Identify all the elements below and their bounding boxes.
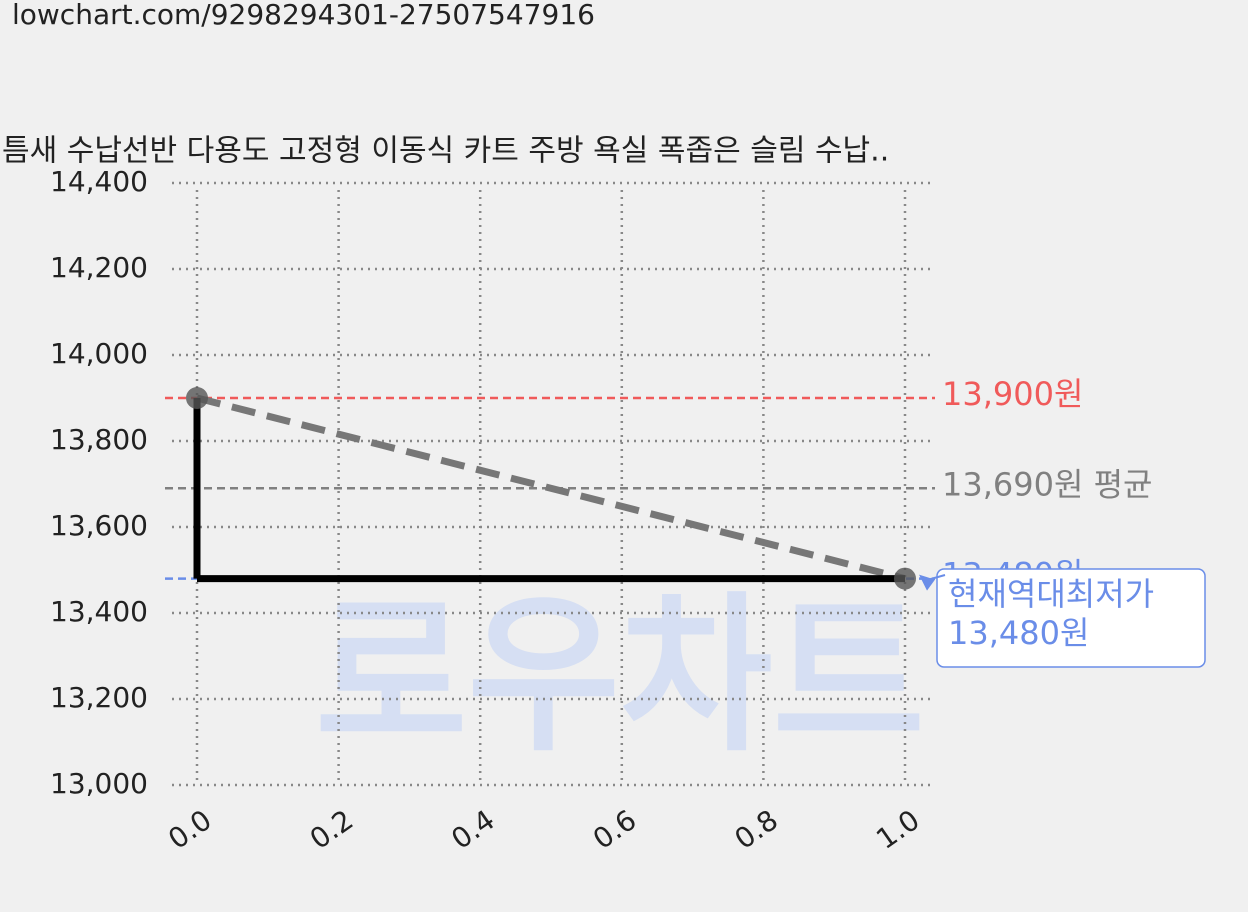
y-tick-label: 14,400: [50, 165, 148, 198]
y-tick-label: 13,000: [50, 767, 148, 800]
trend-line: [196, 394, 906, 582]
x-tick-label: 0.0: [162, 803, 217, 856]
reference-label: 13,690원 평균: [942, 465, 1152, 503]
annotation-arrowhead: [919, 574, 935, 591]
y-tick-label: 14,200: [50, 251, 148, 284]
reference-label: 13,900원: [942, 375, 1083, 413]
annotation-text: 현재역대최저가: [948, 575, 1154, 613]
x-tick-label: 0.8: [729, 803, 784, 856]
y-tick-label: 13,800: [50, 423, 148, 456]
y-tick-label: 13,400: [50, 595, 148, 628]
point-marker: [186, 387, 208, 409]
y-tick-label: 13,200: [50, 681, 148, 714]
x-tick-label: 1.0: [870, 803, 925, 856]
url: lowchart.com/9298294301-27507547916: [12, 0, 595, 31]
x-tick-label: 0.4: [445, 803, 500, 856]
y-tick-label: 13,600: [50, 509, 148, 542]
annotation-text: 13,480원: [948, 614, 1089, 652]
annotation-box: [936, 568, 1206, 668]
x-tick-label: 0.2: [304, 803, 359, 856]
y-tick-label: 14,000: [50, 337, 148, 370]
point-marker: [894, 567, 916, 590]
watermark: 로우차트: [315, 577, 925, 775]
chart-title: 틈새 수납선반 다용도 고정형 이동식 카트 주방 욕실 폭좁은 슬림 수납..: [2, 134, 889, 169]
x-tick-label: 0.6: [587, 803, 642, 856]
